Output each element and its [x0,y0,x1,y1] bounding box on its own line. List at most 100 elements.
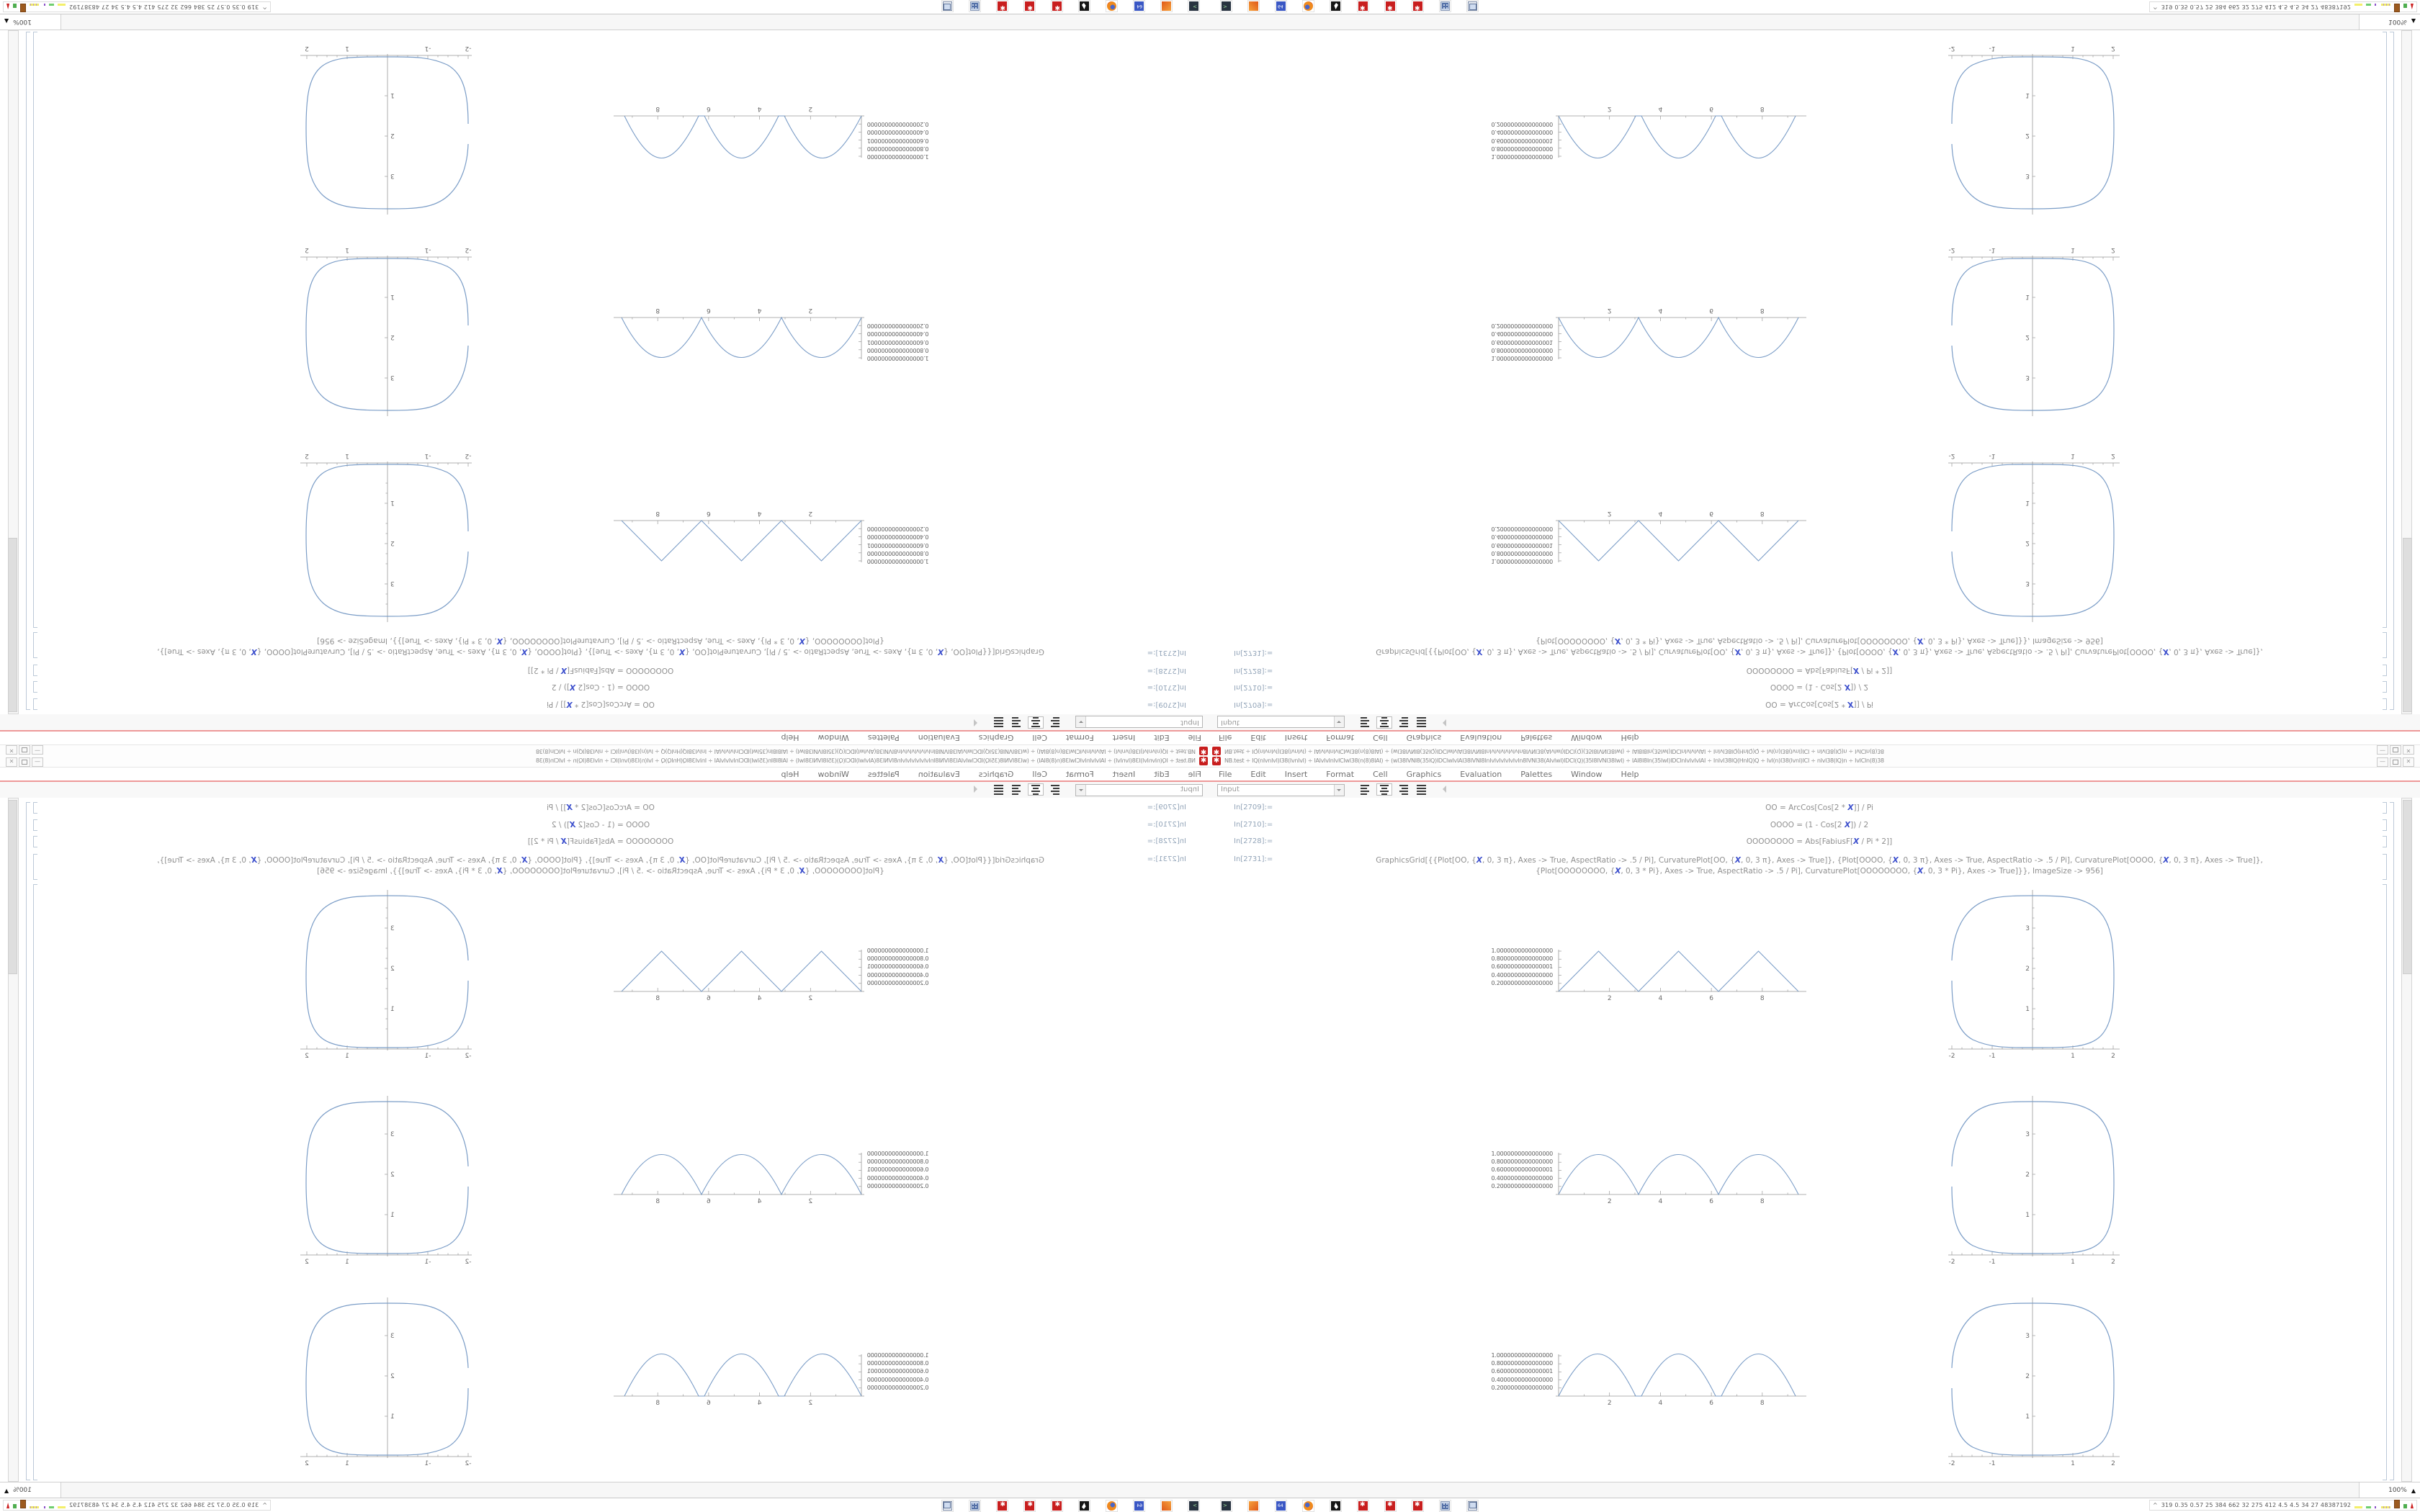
align-right-button[interactable] [1395,783,1411,796]
menu-evaluation[interactable]: Evaluation [918,733,960,743]
menu-edit[interactable]: Edit [1154,733,1170,743]
menu-insert[interactable]: Insert [1284,769,1308,779]
orange-app-icon[interactable] [1160,1500,1173,1512]
horizontal-scrollbar[interactable] [1210,1482,2359,1498]
monitor-expander-icon[interactable]: ^ [262,4,267,11]
cell-bracket-2[interactable] [33,819,37,831]
mathematica-icon-1[interactable] [1051,0,1063,12]
toolbar-collapse-icon[interactable] [1439,719,1446,726]
magnification-control[interactable]: 100% ▲ [2359,1482,2420,1498]
cell-bracket-1[interactable] [2383,698,2387,710]
menu-evaluation[interactable]: Evaluation [1460,733,1502,743]
magnification-popup-icon[interactable]: ▲ [4,18,9,25]
mathematica-icon-1[interactable] [1357,0,1369,12]
menu-help[interactable]: Help [781,769,799,779]
mathematica-icon-3[interactable] [1412,0,1424,12]
minimize-button[interactable]: — [2377,745,2388,755]
align-right-button[interactable] [1009,716,1025,729]
inkscape-icon[interactable] [1330,1500,1342,1512]
cell-bracket-3[interactable] [2383,836,2387,847]
firefox-icon[interactable] [1106,0,1118,12]
cell-style-dropdown[interactable]: Input [1075,784,1203,796]
toolbar-collapse-icon[interactable] [974,786,981,793]
firefox-icon[interactable] [1302,0,1314,12]
menu-format[interactable]: Format [1065,769,1094,779]
notebook-area[interactable]: In[2709]:= OO = ArcCos[Cos[2 * X]] / Pi … [1210,798,2420,1482]
horizontal-scrollbar[interactable] [61,1482,1210,1498]
close-button[interactable]: ✕ [6,745,17,755]
menu-cell[interactable]: Cell [1373,733,1388,743]
input-cell-2710[interactable]: OOOO = (1 - Cos[2 X]) / 2 [551,683,650,691]
justify-button[interactable] [990,716,1006,729]
magnification-control[interactable]: 100% ▲ [2359,14,2420,30]
maximize-button[interactable] [2390,757,2401,767]
menu-file[interactable]: File [1219,733,1232,743]
input-cell-2710[interactable]: OOOO = (1 - Cos[2 X]) / 2 [1770,821,1869,829]
menu-format[interactable]: Format [1326,733,1355,743]
close-button[interactable]: ✕ [6,757,17,767]
maximize-button[interactable] [19,757,30,767]
firefox-icon[interactable] [1106,1500,1118,1512]
desktop-switcher-icon[interactable] [1466,0,1479,12]
mathematica-icon-1[interactable] [1357,1500,1369,1512]
align-center-button[interactable] [1028,716,1044,729]
cell-group-bracket[interactable] [2390,32,2394,710]
mathematica-icon-3[interactable] [1412,1500,1424,1512]
maximize-button[interactable] [19,745,30,755]
cell-bracket-2[interactable] [2383,819,2387,831]
input-cell-2728[interactable]: OOOOOOOO = Abs[FabiusF[X / Pi * 2]] [1746,837,1893,846]
menu-file[interactable]: File [1219,769,1232,779]
window-titlebar[interactable]: ✱ NB.test ÷ IQ(nIvnIvI)I38(IvnIvI) ÷ IAI… [0,744,1210,756]
menu-evaluation[interactable]: Evaluation [1460,769,1502,779]
calculator-icon[interactable] [969,0,981,12]
menu-window[interactable]: Window [1571,733,1603,743]
menu-evaluation[interactable]: Evaluation [918,769,960,779]
cell-style-dropdown[interactable]: Input [1075,716,1203,728]
cell-bracket-2[interactable] [2383,681,2387,693]
cell-bracket-2[interactable] [33,681,37,693]
input-cell-2728[interactable]: OOOOOOOO = Abs[FabiusF[X / Pi * 2]] [527,666,674,675]
magnification-control[interactable]: 100% ▲ [0,1482,61,1498]
mathematica-icon-2[interactable] [1023,1500,1036,1512]
horizontal-scrollbar[interactable] [61,14,1210,30]
align-right-button[interactable] [1395,716,1411,729]
magnification-popup-icon[interactable]: ▲ [2411,18,2416,25]
mathematica-icon-3[interactable] [996,1500,1008,1512]
firefox-icon[interactable] [1302,1500,1314,1512]
input-cell-2731-line1[interactable]: GraphicsGrid[{{Plot[OO, {X, 0, 3 π}, Axe… [1376,856,2263,865]
input-cell-2731-line1[interactable]: GraphicsGrid[{{Plot[OO, {X, 0, 3 π}, Axe… [1376,647,2263,656]
desktop-switcher-icon[interactable] [1466,1500,1479,1512]
chevron-down-icon[interactable] [1334,785,1344,796]
c64-emulator-icon[interactable] [1275,1500,1287,1512]
desktop-switcher-icon[interactable] [941,0,954,12]
align-center-button[interactable] [1376,716,1392,729]
cell-bracket-4[interactable] [33,632,37,658]
menu-graphics[interactable]: Graphics [1406,769,1442,779]
menu-edit[interactable]: Edit [1250,733,1266,743]
vertical-scrollbar[interactable] [8,798,19,1482]
menu-graphics[interactable]: Graphics [978,769,1014,779]
menu-edit[interactable]: Edit [1250,769,1266,779]
menu-window[interactable]: Window [817,769,849,779]
justify-button[interactable] [990,783,1006,796]
desktop-switcher-icon[interactable] [941,1500,954,1512]
input-cell-2709[interactable]: OO = ArcCos[Cos[2 * X]] / Pi [547,804,655,812]
vertical-scrollbar[interactable] [2401,30,2412,714]
menu-palettes[interactable]: Palettes [867,733,900,743]
close-button[interactable]: ✕ [2403,745,2414,755]
inkscape-icon[interactable] [1078,1500,1090,1512]
vertical-scrollbar[interactable] [8,30,19,714]
menu-file[interactable]: File [1188,733,1201,743]
orange-app-icon[interactable] [1160,0,1173,12]
input-cell-2709[interactable]: OO = ArcCos[Cos[2 * X]] / Pi [1765,700,1873,708]
cell-group-bracket[interactable] [26,32,30,710]
input-cell-2731-line2[interactable]: {Plot[OOOOOOOO, {X, 0, 3 * Pi}, Axes -> … [1536,867,2103,876]
input-cell-2709[interactable]: OO = ArcCos[Cos[2 * X]] / Pi [1765,804,1873,812]
menu-help[interactable]: Help [1621,769,1639,779]
cell-bracket-1[interactable] [33,802,37,814]
input-cell-2710[interactable]: OOOO = (1 - Cos[2 X]) / 2 [551,821,650,829]
notebook-area[interactable]: In[2709]:= OO = ArcCos[Cos[2 * X]] / Pi … [0,30,1210,714]
cell-bracket-3[interactable] [33,665,37,676]
menu-cell[interactable]: Cell [1373,769,1388,779]
align-center-button[interactable] [1376,783,1392,796]
